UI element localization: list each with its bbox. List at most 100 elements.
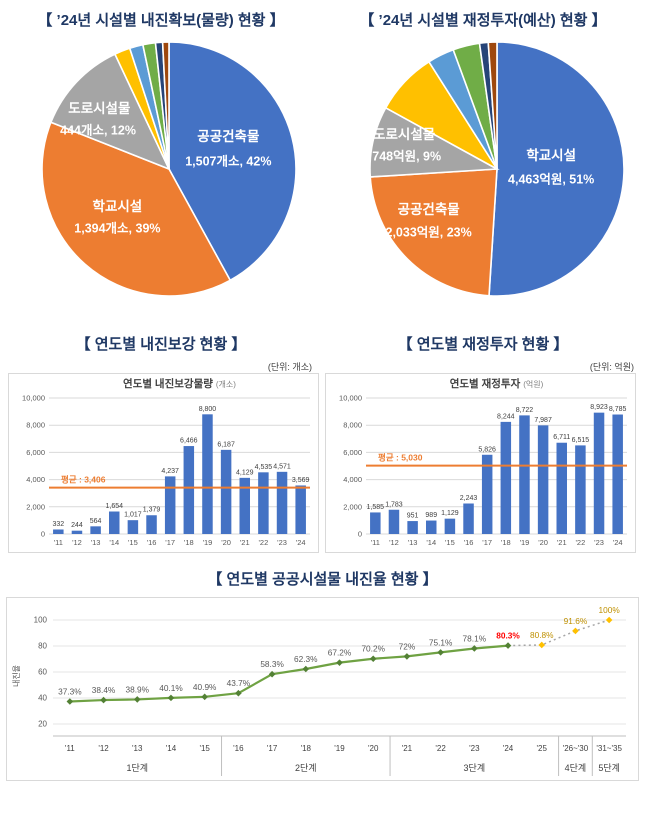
point-label: 43.7% [227,678,251,688]
y-tick-label: 6,000 [343,448,362,457]
y-tick-label: 6,000 [26,448,45,457]
bar [71,530,83,534]
data-point [336,659,343,666]
pie-slice [49,53,171,171]
data-point [471,645,478,652]
x-category-label: '21 [557,538,567,547]
bar-value-label: 7,987 [534,417,552,424]
bar-value-label: 6,466 [180,438,198,445]
data-point [167,694,175,702]
bar [220,449,232,534]
y-tick-label: 100 [34,616,48,625]
point-label: 40.1% [159,683,183,693]
pie-budget-svg [369,41,625,297]
pie-slice-value: 1,394개소, 39% [74,221,161,236]
point-label: 38.4% [92,685,116,695]
x-category-label: '17 [482,538,492,547]
bar [556,442,567,534]
bar-value-label: 2,243 [460,495,478,502]
x-category-label: '16 [233,744,244,753]
bar [53,529,64,534]
data-point [235,689,242,697]
x-category-label: '21 [240,538,250,547]
x-category-label: '22 [259,538,269,547]
x-category-label: '18 [501,538,511,547]
x-category-label: '15 [445,538,455,547]
pie-slice [41,121,232,297]
x-category-label: '19 [203,538,213,547]
y-tick-label: 40 [38,694,47,703]
pie-slice-label: 학교시설 [92,199,143,215]
bar-value-label: 1,017 [124,512,142,519]
bar [90,526,101,534]
x-category-label: '21 [402,744,413,753]
point-label: 78.1% [463,633,487,643]
y-tick-label: 8,000 [26,421,45,430]
bar [519,415,530,534]
x-category-label: '15 [128,538,138,547]
rate-line [69,644,509,703]
data-point [504,642,512,649]
bar-value-label: 8,923 [590,404,608,411]
stage-label: 3단계 [464,762,486,773]
x-category-label: '14 [109,538,119,547]
unit-note: (단위: 억원) [589,362,634,372]
x-category-label: '12 [72,538,82,547]
bar-value-label: 8,722 [516,407,534,414]
point-label: 80.3% [496,631,520,641]
bar-value-label: 8,785 [609,406,627,413]
bar [612,414,623,534]
pie-quantity-svg [41,41,297,297]
bar [593,412,605,534]
point-label: 67.2% [328,648,352,658]
x-category-label: '24 [296,538,306,547]
bar-quantity-section: 【 연도별 내진보강 현황 】 (단위: 개소) 0 2,000 4,000 6,00… [0,326,322,553]
pie-quantity-chart: 공공건축물 1,507개소, 42% 학교시설 1,394개소, 39% 도로시… [40,40,298,298]
x-category-label: '24 [613,538,623,547]
y-tick-label: 20 [38,720,47,729]
x-category-label: '20 [368,744,379,753]
bar [183,446,195,534]
bar [127,520,139,534]
point-label: 40.9% [193,682,217,692]
x-category-label: '18 [301,744,312,753]
x-category-label: '16 [464,538,474,547]
bar [370,512,381,534]
data-point [369,655,377,663]
point-label: 70.2% [361,644,385,654]
point-label: 58.3% [260,659,284,669]
x-category-label: '23 [594,538,604,547]
stage-label: 1단계 [126,762,148,773]
x-category-label: '23 [277,538,287,547]
point-label: 100% [599,605,621,615]
pie-slice [168,41,297,282]
x-category-label: '26~'30 [563,744,589,753]
x-category-label: '11 [371,538,380,547]
x-category-label: '15 [199,744,210,753]
bar-budget-title: 【 연도별 재정투자 현황 】 [397,336,569,353]
x-category-label: '13 [132,744,143,753]
pie-slice [369,168,498,297]
bar-value-label: 6,515 [572,437,590,444]
average-label: 평균 : 3,406 [61,475,106,485]
x-category-label: '19 [520,538,530,547]
bar [537,425,549,534]
y-tick-label: 60 [38,668,47,677]
projection-line [508,619,610,647]
pie-slice-value: 748억원, 9% [372,149,442,164]
x-category-label: '13 [408,538,418,547]
bar-value-label: 989 [425,512,437,519]
bar-value-label: 3,569 [292,477,310,484]
pie-quantity-section: 【 ’24년 시설별 내진확보(물량) 현황 】 공공건축물 1,507개소, … [0,0,322,326]
point-label: 37.3% [58,687,82,697]
x-category-label: '16 [147,538,157,547]
x-category-label: '14 [166,744,177,753]
y-tick-label: 80 [38,642,47,651]
seismic-rate-svg: 20 40 60 80 100 내진율 1단계 2단계 3단계 4단계 5단계 37.3% '11 38.… [11,605,626,776]
x-category-label: '20 [538,538,548,547]
bar [258,472,269,534]
x-category-label: '12 [98,744,109,753]
data-point [100,696,107,704]
bar [426,520,437,534]
bar [276,471,288,534]
